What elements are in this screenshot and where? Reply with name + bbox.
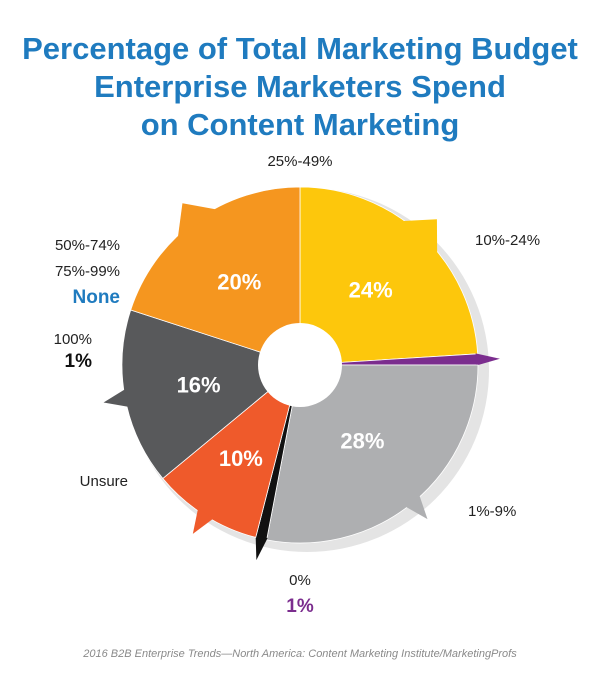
category-label-75-99: 75%-99% xyxy=(55,263,120,280)
center-hole xyxy=(258,323,342,407)
pie-labels: 24% 1%-9% 1% 0% 28% Unsure 1% 100% None 75%-99% 10… xyxy=(54,153,540,617)
category-label-50-74: 50%-74% xyxy=(55,237,120,254)
category-label-unsure: Unsure xyxy=(80,473,128,490)
title-line-3: on Content Marketing xyxy=(140,107,460,142)
pointer-10-24 xyxy=(177,203,218,239)
pointer-unsure xyxy=(404,494,428,520)
value-label-100: 1% xyxy=(65,351,93,372)
chart-title: Percentage of Total Marketing Budget Ent… xyxy=(0,30,600,144)
category-label-100: 100% xyxy=(54,331,92,348)
category-label-0: 0% xyxy=(289,572,311,589)
value-label-25-49: 16% xyxy=(177,372,221,397)
pointer-0 xyxy=(475,353,500,366)
pointer-25-49 xyxy=(103,388,130,407)
value-label-unsure: 28% xyxy=(340,428,384,453)
value-label-75-99: None xyxy=(73,287,121,308)
category-label-1-9: 1%-9% xyxy=(468,503,516,520)
pointer-100 xyxy=(255,535,268,561)
value-label-50-74: 10% xyxy=(219,446,263,471)
pie-center-hole xyxy=(258,323,342,407)
title-line-2: Enterprise Marketers Spend xyxy=(94,69,506,104)
pointer-1-9 xyxy=(401,219,438,255)
pointer-50-74 xyxy=(192,508,214,534)
category-label-10-24: 10%-24% xyxy=(475,232,540,249)
value-label-0: 1% xyxy=(286,596,314,617)
title-line-1: Percentage of Total Marketing Budget xyxy=(22,31,578,66)
value-label-1-9: 24% xyxy=(349,278,393,303)
source-note: 2016 B2B Enterprise Trends—North America… xyxy=(83,648,517,660)
category-label-25-49: 25%-49% xyxy=(267,153,332,170)
value-label-10-24: 20% xyxy=(217,269,261,294)
pie-slices xyxy=(103,186,500,561)
